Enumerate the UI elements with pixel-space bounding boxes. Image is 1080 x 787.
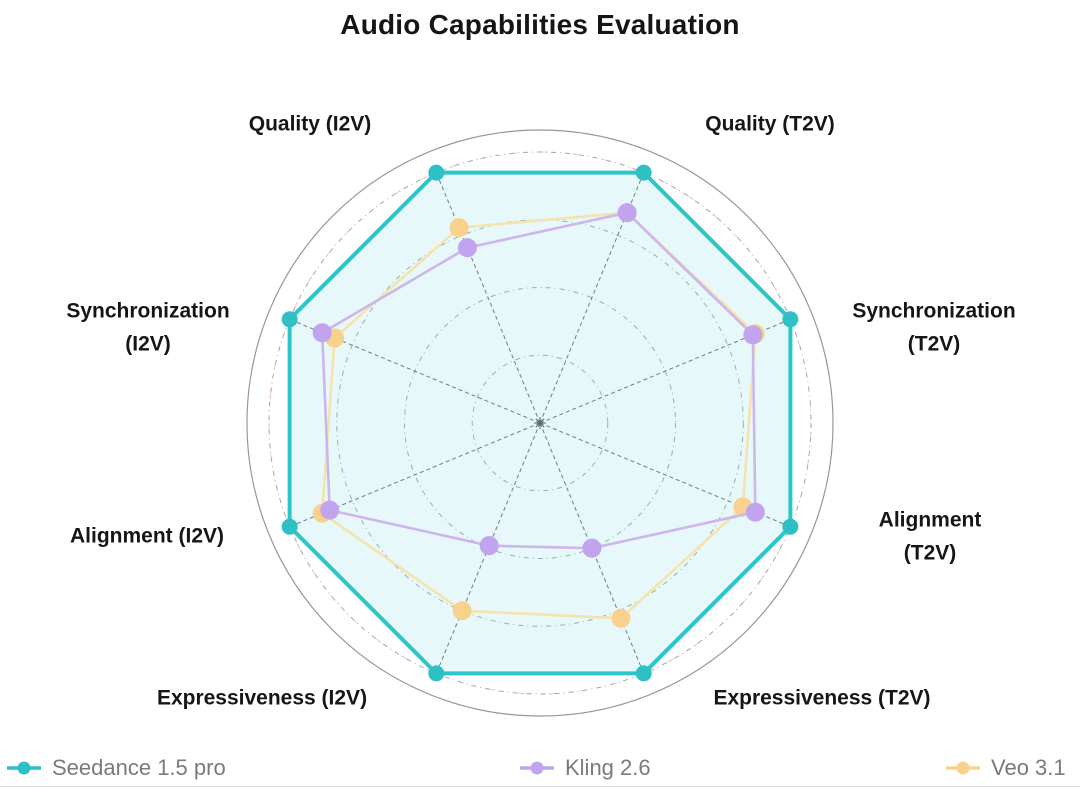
legend-line-dot-icon (946, 761, 980, 775)
axis-label-quality-t2v: Quality (T2V) (705, 112, 835, 136)
legend-item-veo: Veo 3.1 (946, 750, 1066, 786)
axis-label-synchronization-t2v: Synchronization (T2V) (852, 299, 1016, 355)
legend-line-dot-icon (7, 761, 41, 775)
legend: Seedance 1.5 pro Kling 2.6 Veo 3.1 (0, 750, 1080, 786)
axis-label-synchronization-i2v: Synchronization (I2V) (66, 299, 230, 355)
axis-label-expressiveness-t2v: Expressiveness (T2V) (713, 686, 931, 710)
legend-label: Seedance 1.5 pro (52, 755, 226, 780)
legend-label: Kling 2.6 (565, 755, 651, 780)
legend-item-seedance: Seedance 1.5 pro (7, 750, 226, 786)
axis-label-alignment-i2v: Alignment (I2V) (69, 524, 225, 548)
legend-label: Veo 3.1 (991, 755, 1066, 780)
legend-line-dot-icon (520, 761, 554, 775)
axis-label-expressiveness-i2v: Expressiveness (I2V) (156, 686, 368, 710)
axis-label-alignment-t2v: Alignment (T2V) (878, 508, 982, 564)
axis-label-quality-i2v: Quality (I2V) (248, 112, 372, 136)
legend-item-kling: Kling 2.6 (520, 750, 651, 786)
chart-title: Audio Capabilities Evaluation (340, 9, 740, 40)
